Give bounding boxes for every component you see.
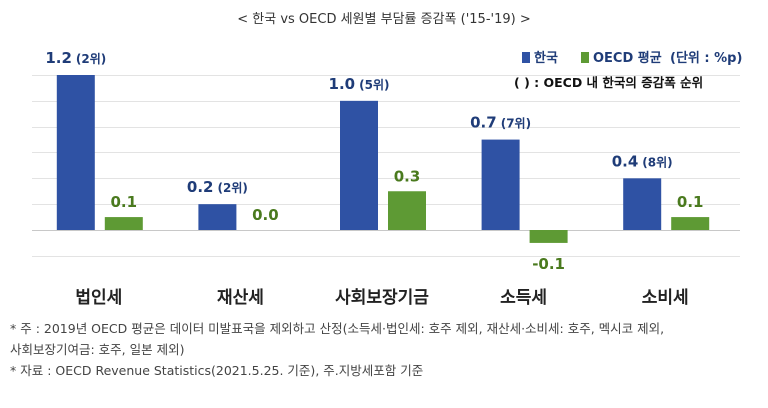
legend-rank-note: ( ) : OECD 내 한국의 증감폭 순위 [514, 75, 703, 90]
bar-korea [56, 75, 95, 230]
data-label-korea-rank: (7위) [501, 117, 531, 131]
data-label-oecd: 0.0 [252, 206, 279, 224]
data-labels: 1.2 (2위) 0.1 0.2 (2위) 0.0 1.0 (5위) 0.3 0.7 (7위) -0.… [45, 49, 703, 273]
footnotes: * 주 : 2019년 OECD 평균은 데이터 미발표국을 제외하고 산정(소… [10, 318, 760, 381]
category-label: 사회보장기금 [335, 288, 429, 308]
data-label-korea-value: 1.2 [45, 49, 72, 67]
category-label: 소득세 [500, 288, 547, 308]
data-label-oecd: 0.1 [677, 193, 704, 211]
bar-korea [198, 204, 237, 230]
data-label-korea-value: 0.4 [612, 152, 639, 170]
bar-korea [623, 178, 662, 230]
gridlines [32, 75, 740, 257]
legend-swatch-oecd [581, 52, 589, 63]
category-labels: 법인세 재산세 사회보장기금 소득세 소비세 [75, 288, 688, 308]
category-label: 법인세 [75, 288, 122, 308]
bar-korea [481, 139, 520, 230]
category-label: 소비세 [642, 288, 689, 308]
data-label-korea: 1.2 (2위) [45, 49, 106, 67]
data-label-korea-rank: (2위) [218, 181, 248, 195]
category-label: 재산세 [217, 288, 264, 308]
bar-oecd [529, 230, 568, 243]
bar-oecd [671, 217, 710, 230]
bar-oecd [388, 191, 426, 230]
chart-title: < 한국 vs OECD 세원별 부담률 증감폭 ('15-'19) > [237, 12, 530, 27]
data-label-oecd: 0.3 [394, 167, 421, 185]
data-label-korea-rank: (8위) [642, 155, 672, 169]
bars [56, 75, 710, 243]
legend-label-oecd: OECD 평균 [593, 50, 662, 66]
bar-oecd [104, 217, 143, 230]
data-label-korea-rank: (5위) [359, 78, 389, 92]
data-label-korea-value: 0.7 [470, 114, 497, 132]
legend-label-korea: 한국 [534, 50, 558, 66]
footnote-line-2: 사회보장기여금: 호주, 일본 제외) [10, 342, 185, 357]
footnote-line-1: * 주 : 2019년 OECD 평균은 데이터 미발표국을 제외하고 산정(소… [10, 321, 665, 336]
footnote-line-3: * 자료 : OECD Revenue Statistics(2021.5.25… [10, 363, 424, 378]
data-label-oecd: 0.1 [111, 193, 138, 211]
data-label-korea-rank: (2위) [76, 52, 106, 66]
legend-swatch-korea [522, 52, 530, 63]
bar-korea [340, 100, 378, 230]
data-label-korea-value: 1.0 [329, 75, 356, 93]
data-label-korea: 1.0 (5위) [329, 75, 390, 93]
data-label-korea: 0.2 (2위) [187, 178, 248, 196]
data-label-korea-value: 0.2 [187, 178, 214, 196]
data-label-korea: 0.7 (7위) [470, 114, 531, 132]
legend-unit: (단위 : %p) [670, 50, 742, 66]
legend: 한국 OECD 평균 (단위 : %p) ( ) : OECD 내 한국의 증감… [514, 50, 742, 90]
data-label-oecd: -0.1 [532, 255, 565, 273]
data-label-korea: 0.4 (8위) [612, 152, 673, 170]
